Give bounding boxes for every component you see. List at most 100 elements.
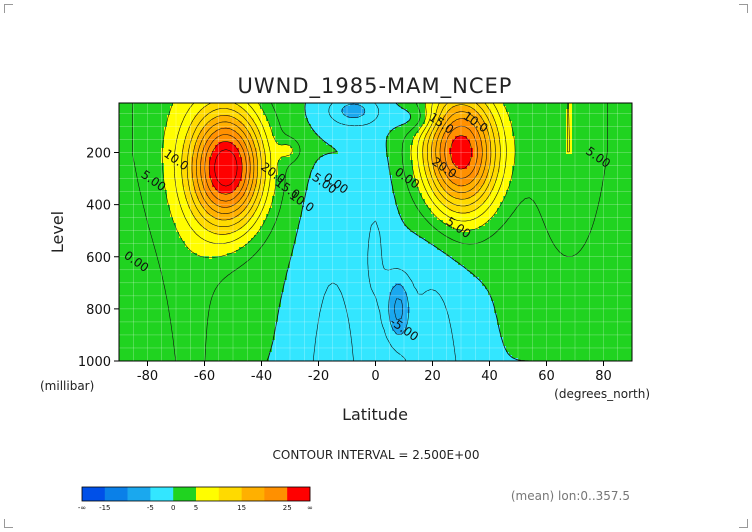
field-cell [209,235,213,239]
field-cell [179,181,183,185]
field-cell [212,118,216,122]
field-cell [170,271,174,275]
field-cell [218,139,222,143]
field-cell [263,346,267,350]
field-cell [170,175,174,179]
field-cell [209,286,213,290]
field-cell [221,205,225,209]
field-cell [215,268,219,272]
field-cell [200,157,204,161]
field-cell [167,325,171,329]
field-cell [134,274,138,278]
field-cell [263,313,267,317]
field-cell [245,103,249,107]
field-cell [290,181,294,185]
field-cell [233,349,237,353]
field-cell [191,199,195,203]
field-cell [224,157,228,161]
field-cell [137,202,141,206]
field-cell [230,214,234,218]
field-cell [230,208,234,212]
field-cell [209,145,213,149]
field-cell [290,331,294,335]
field-cell [122,358,126,361]
field-cell [290,271,294,275]
field-cell [227,178,231,182]
field-cell [155,196,159,200]
field-cell [143,109,147,113]
field-cell [233,292,237,296]
field-cell [275,322,279,326]
field-cell [257,280,261,284]
field-cell [224,274,228,278]
field-cell [161,184,165,188]
field-cell [143,292,147,296]
field-cell [134,118,138,122]
field-cell [167,148,171,152]
field-cell [242,184,246,188]
field-cell [287,232,291,236]
field-cell [209,250,213,254]
field-cell [266,217,270,221]
field-cell [125,220,129,224]
field-cell [233,271,237,275]
field-cell [149,346,153,350]
field-cell [188,277,192,281]
field-cell [188,280,192,284]
field-cell [176,214,180,218]
field-cell [173,244,177,248]
field-cell [182,346,186,350]
field-cell [254,238,258,242]
field-cell [206,235,210,239]
field-cell [248,109,252,113]
field-cell [263,247,267,251]
field-cell [206,253,210,257]
field-cell [212,163,216,167]
field-cell [224,244,228,248]
field-cell [149,172,153,176]
field-cell [137,304,141,308]
field-cell [248,295,252,299]
field-cell [128,214,132,218]
field-cell [260,256,264,260]
field-cell [221,256,225,260]
field-cell [152,250,156,254]
field-cell [143,274,147,278]
field-cell [164,160,168,164]
field-cell [275,139,279,143]
field-cell [227,220,231,224]
field-cell [119,106,123,110]
field-cell [269,355,273,359]
field-cell [209,157,213,161]
field-cell [179,340,183,344]
field-cell [266,274,270,278]
field-cell [269,175,273,179]
field-cell [233,313,237,317]
field-cell [197,121,201,125]
field-cell [188,322,192,326]
field-cell [164,304,168,308]
field-cell [146,355,150,359]
field-cell [248,274,252,278]
field-cell [179,325,183,329]
field-cell [119,229,123,233]
field-cell [170,115,174,119]
field-cell [167,283,171,287]
field-cell [167,259,171,263]
field-cell [137,328,141,332]
field-cell [221,268,225,272]
field-cell [185,193,189,197]
field-cell [161,199,165,203]
field-cell [137,358,141,361]
field-cell [266,133,270,137]
field-cell [278,151,282,155]
field-cell [227,247,231,251]
field-cell [170,181,174,185]
field-cell [182,172,186,176]
field-cell [140,247,144,251]
field-cell [161,121,165,125]
field-cell [185,178,189,182]
field-cell [125,355,129,359]
field-cell [218,163,222,167]
field-cell [251,352,255,356]
